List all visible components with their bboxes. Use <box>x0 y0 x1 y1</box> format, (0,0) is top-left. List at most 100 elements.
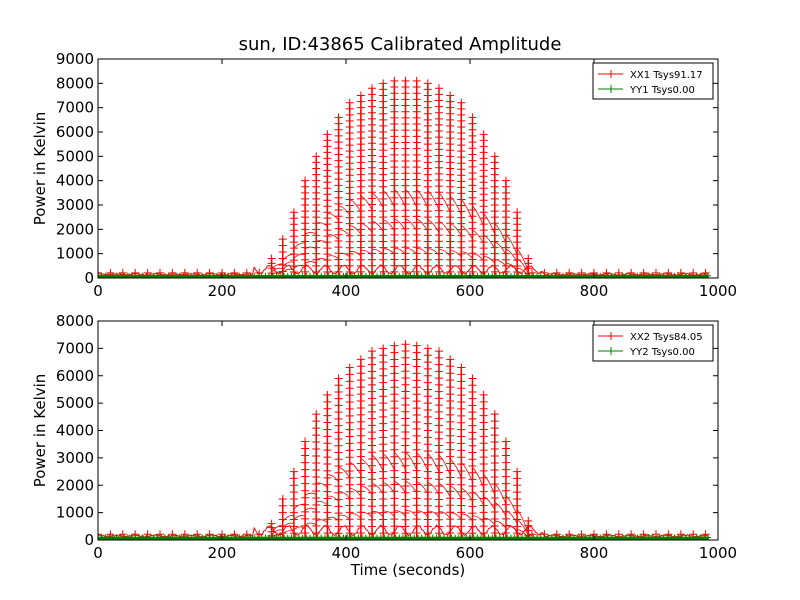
peak-scan <box>289 208 298 278</box>
data-point <box>479 494 488 503</box>
data-point <box>457 494 466 503</box>
data-point <box>457 522 466 531</box>
y-tick-label: 2000 <box>56 476 94 494</box>
data-point <box>356 369 365 378</box>
peak-scan <box>479 390 488 540</box>
data-point <box>501 437 510 446</box>
data-point <box>301 437 310 446</box>
peak-scan <box>412 341 421 540</box>
series-xx-sweep <box>505 233 518 255</box>
legend-box <box>592 62 714 100</box>
data-point <box>490 410 499 419</box>
data-point <box>435 495 443 504</box>
data-point <box>334 515 343 524</box>
data-point <box>423 529 432 538</box>
data-point <box>468 448 477 457</box>
data-point <box>390 480 399 489</box>
data-point <box>479 453 488 462</box>
data-point <box>312 452 321 461</box>
data-point <box>356 522 365 531</box>
data-point <box>423 501 432 510</box>
data-point <box>468 468 477 477</box>
peak-scan <box>401 76 410 278</box>
data-point <box>412 522 421 531</box>
data-point <box>501 500 510 509</box>
data-point <box>345 404 354 413</box>
data-point <box>479 522 488 531</box>
data-point <box>368 522 377 531</box>
data-point <box>312 501 321 510</box>
data-point <box>457 98 466 107</box>
data-point <box>401 387 410 396</box>
data-point <box>501 514 510 523</box>
data-point <box>323 515 332 524</box>
series-xx-sweep <box>494 501 507 517</box>
data-point <box>356 452 365 461</box>
peak-scan <box>301 437 310 540</box>
data-point <box>501 451 510 460</box>
data-point <box>479 446 488 455</box>
x-tick-label: 600 <box>456 544 485 562</box>
data-point <box>446 522 455 531</box>
data-point <box>401 360 410 369</box>
data-point <box>479 480 488 489</box>
data-point <box>446 480 455 489</box>
data-point <box>412 459 421 468</box>
data-point <box>513 208 522 217</box>
data-point <box>267 519 276 528</box>
data-point <box>490 417 499 426</box>
data-point <box>423 405 432 414</box>
data-point <box>390 417 399 426</box>
data-point <box>345 460 354 469</box>
data-point <box>345 391 354 400</box>
series-xx-sweep <box>449 485 462 499</box>
x-tick-label: 400 <box>332 544 361 562</box>
x-tick-label: 800 <box>580 282 609 300</box>
data-point <box>479 418 488 427</box>
data-point <box>301 472 310 481</box>
data-point <box>356 515 365 524</box>
data-point <box>446 473 455 482</box>
data-point <box>334 441 343 450</box>
data-point <box>423 351 432 360</box>
data-point <box>401 475 410 484</box>
series-xx-sweep <box>483 256 496 264</box>
data-point <box>379 399 388 408</box>
data-point <box>334 475 343 484</box>
data-point <box>479 411 488 420</box>
data-point <box>468 401 477 410</box>
data-point <box>457 487 466 496</box>
legend: XX2 Tsys84.05 YY2 Tsys0.00 <box>592 324 714 362</box>
peak-scan <box>468 374 477 540</box>
data-point <box>289 488 298 497</box>
data-point <box>289 515 298 524</box>
data-point <box>479 501 488 510</box>
data-point <box>446 369 455 378</box>
data-point <box>301 528 310 537</box>
data-point <box>401 407 410 416</box>
subplot-1: 0 200 400 600 800 1000 0 1000 2000 3000 4000 5000 60… <box>31 50 737 300</box>
data-point <box>435 84 443 93</box>
data-point <box>412 348 421 357</box>
data-point <box>490 480 499 489</box>
data-point <box>401 448 410 457</box>
data-point <box>412 445 421 454</box>
data-point <box>468 428 477 437</box>
series-xx-sweep <box>360 458 373 473</box>
data-point <box>301 451 310 460</box>
data-point <box>334 421 343 430</box>
data-point <box>368 421 377 430</box>
data-point <box>356 91 365 100</box>
data-point <box>345 432 354 441</box>
data-point <box>379 440 388 449</box>
series-xx-sweep <box>316 501 328 506</box>
data-point <box>312 515 321 524</box>
series-xx-sweep <box>394 189 406 208</box>
data-point <box>435 441 443 450</box>
data-point <box>412 411 421 420</box>
peak-scan <box>334 374 343 540</box>
data-point <box>446 452 455 461</box>
series-xx-sweep <box>394 452 406 470</box>
data-point <box>457 467 466 476</box>
data-point <box>334 113 343 122</box>
